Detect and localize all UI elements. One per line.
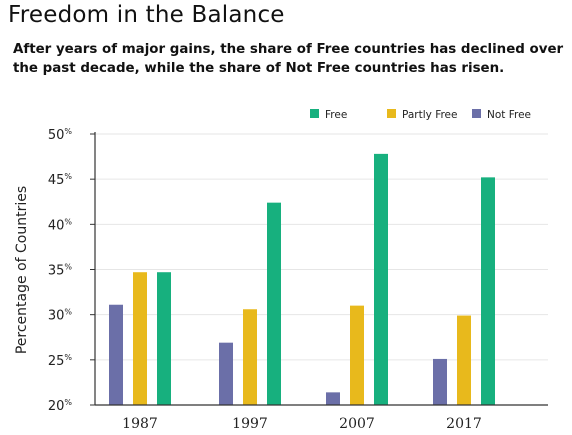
bar-free-1987: [157, 272, 171, 405]
y-tick-label: 50%: [48, 127, 73, 143]
legend-label-free: Free: [325, 109, 347, 121]
y-tick-label: 35%: [48, 263, 73, 279]
y-tick-label: 20%: [48, 398, 73, 414]
gridlines: [90, 133, 548, 406]
legend-swatch-not-free: [472, 109, 481, 118]
bar-not-free-1997: [219, 342, 233, 405]
chart-title: Freedom in the Balance: [8, 2, 285, 28]
y-tick-unit: %: [64, 353, 72, 362]
x-tick-labels: 1987 1997 2007 2017: [122, 416, 482, 432]
bar-partly-free-2007: [350, 305, 364, 405]
y-tick-unit: %: [64, 398, 72, 407]
y-tick-unit: %: [64, 308, 72, 317]
y-tick-unit: %: [64, 127, 72, 136]
x-tick-label: 1987: [122, 416, 158, 432]
bar-partly-free-1987: [133, 272, 147, 405]
y-tick-unit: %: [64, 217, 72, 226]
y-tick-label: 25%: [48, 353, 73, 369]
y-tick-labels: 20% 25% 30% 35% 40% 45% 50%: [48, 127, 73, 414]
x-tick-label: 2007: [339, 416, 375, 432]
x-tick-label: 2017: [446, 416, 482, 432]
bar-partly-free-2017: [457, 315, 471, 405]
legend: Free Partly Free Not Free: [310, 109, 531, 121]
bar-free-1997: [267, 202, 281, 405]
y-tick-unit: %: [64, 172, 72, 181]
x-tick-label: 1997: [232, 416, 268, 432]
bar-not-free-1987: [109, 304, 123, 405]
bar-free-2007: [374, 153, 388, 405]
y-tick-label: 30%: [48, 308, 73, 324]
y-axis-label: Percentage of Countries: [14, 186, 30, 354]
y-tick-unit: %: [64, 263, 72, 272]
bar-free-2017: [481, 177, 495, 405]
axes: [94, 132, 548, 406]
chart-subtitle: After years of major gains, the share of…: [13, 42, 564, 76]
legend-swatch-free: [310, 109, 319, 118]
bar-partly-free-1997: [243, 309, 257, 405]
y-tick-label: 40%: [48, 217, 73, 233]
y-tick-label: 45%: [48, 172, 73, 188]
legend-swatch-partly-free: [387, 109, 396, 118]
bar-not-free-2007: [326, 392, 340, 405]
legend-label-not-free: Not Free: [487, 109, 531, 121]
bars: [109, 153, 495, 405]
legend-label-partly-free: Partly Free: [402, 109, 457, 121]
bar-not-free-2017: [433, 358, 447, 405]
